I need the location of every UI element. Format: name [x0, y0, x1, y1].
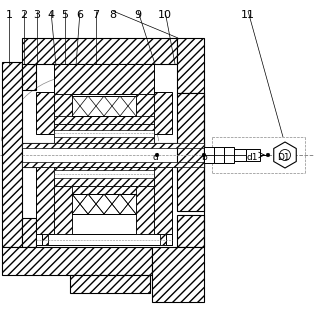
Circle shape: [155, 153, 159, 157]
Text: 5: 5: [62, 10, 68, 20]
Bar: [70, 275, 150, 293]
Bar: [54, 186, 154, 194]
Bar: [166, 234, 172, 245]
Bar: [154, 167, 172, 234]
Bar: [36, 167, 54, 234]
Bar: [22, 143, 204, 148]
Bar: [54, 186, 154, 234]
Bar: [72, 194, 136, 214]
Bar: [136, 194, 154, 234]
Bar: [54, 94, 72, 134]
Bar: [54, 116, 154, 124]
Bar: [22, 218, 36, 247]
Text: 10: 10: [158, 10, 172, 20]
Polygon shape: [274, 142, 296, 168]
Bar: [54, 64, 154, 94]
Text: 3: 3: [34, 10, 41, 20]
Bar: [154, 92, 172, 134]
Bar: [2, 247, 152, 275]
Bar: [214, 147, 224, 163]
Bar: [136, 186, 154, 234]
Bar: [54, 124, 154, 143]
Text: D1: D1: [277, 152, 289, 161]
Bar: [54, 194, 72, 234]
Bar: [204, 147, 214, 163]
Text: 6: 6: [77, 10, 84, 20]
Bar: [177, 38, 204, 93]
Text: 11: 11: [241, 10, 255, 20]
Text: 4: 4: [47, 10, 55, 20]
Bar: [54, 167, 154, 186]
Text: 8: 8: [110, 10, 116, 20]
Bar: [22, 62, 36, 90]
Bar: [72, 96, 136, 116]
Text: 9: 9: [134, 10, 142, 20]
Bar: [152, 247, 204, 302]
Text: d1: d1: [246, 152, 258, 161]
Bar: [72, 194, 136, 214]
Bar: [246, 149, 260, 161]
Text: 1: 1: [6, 10, 13, 20]
Text: b: b: [201, 152, 207, 161]
Bar: [234, 149, 246, 161]
Bar: [36, 234, 172, 245]
Bar: [36, 92, 54, 134]
Circle shape: [202, 153, 206, 157]
Bar: [54, 130, 154, 137]
Bar: [224, 147, 234, 163]
Bar: [22, 143, 204, 167]
Bar: [22, 162, 204, 167]
Text: 2: 2: [20, 10, 28, 20]
Text: 7: 7: [92, 10, 100, 20]
Bar: [54, 170, 154, 178]
Bar: [36, 234, 48, 245]
Bar: [136, 94, 154, 134]
Bar: [177, 215, 204, 247]
Bar: [160, 234, 172, 245]
Bar: [22, 38, 177, 64]
Bar: [2, 62, 22, 247]
Bar: [177, 93, 204, 211]
Bar: [54, 94, 154, 134]
Text: d: d: [152, 152, 158, 161]
Bar: [36, 234, 42, 245]
Circle shape: [266, 153, 270, 157]
Bar: [54, 186, 72, 234]
Circle shape: [279, 150, 290, 160]
